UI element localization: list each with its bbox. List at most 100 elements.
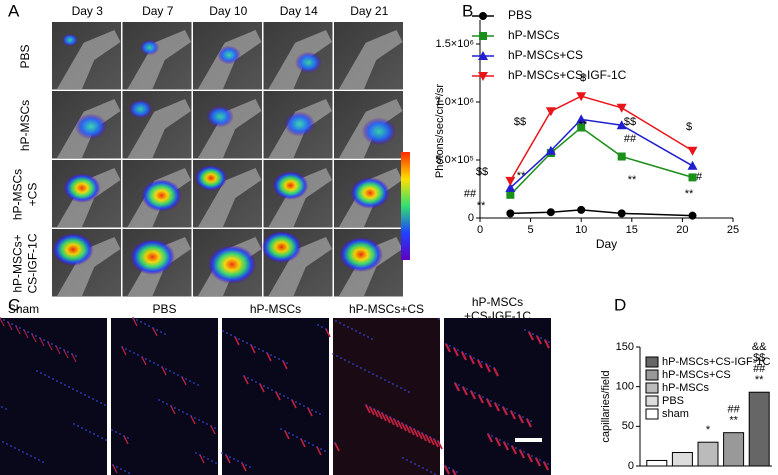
vessel — [275, 391, 281, 401]
nucleus — [340, 357, 342, 359]
annotation: && — [752, 341, 767, 353]
marker — [505, 176, 516, 186]
vessel — [487, 433, 493, 443]
legend-label: PBS — [662, 395, 684, 407]
nucleus — [40, 372, 42, 374]
legend-label: sham — [662, 408, 689, 420]
annotation: ## — [753, 363, 766, 375]
x-tick-label: 5 — [528, 224, 534, 236]
nucleus — [164, 333, 166, 335]
nucleus — [237, 460, 239, 462]
nucleus — [303, 405, 305, 407]
vessel — [243, 375, 249, 385]
signal — [339, 237, 383, 272]
nucleus — [408, 391, 410, 393]
vessel — [401, 422, 407, 432]
annotation: $$ — [753, 352, 765, 364]
annotation: ** — [755, 374, 764, 386]
signal — [206, 105, 234, 128]
nucleus — [406, 459, 408, 461]
nucleus — [35, 335, 37, 337]
vessel — [425, 434, 431, 444]
nucleus — [148, 325, 150, 327]
vessel — [170, 405, 176, 415]
image-cell — [444, 318, 551, 475]
vessel — [389, 416, 395, 426]
limb — [198, 99, 262, 158]
y-tick-label: 100 — [616, 381, 634, 393]
row-label: hP-MSCs — [11, 169, 25, 220]
nucleus — [38, 459, 40, 461]
nucleus — [249, 466, 251, 468]
legend-swatch — [645, 382, 659, 394]
nucleus — [283, 395, 285, 397]
nucleus — [136, 319, 138, 321]
vessel — [31, 333, 37, 343]
signal — [283, 111, 316, 137]
nucleus — [343, 324, 345, 326]
signal — [217, 45, 241, 65]
bar — [697, 441, 719, 467]
vessel — [39, 337, 45, 347]
signal — [52, 233, 94, 266]
vessel — [413, 428, 419, 438]
vessel — [494, 402, 500, 412]
vessel — [493, 367, 499, 377]
vessel — [437, 440, 443, 450]
y-tick-label: 1.0×10⁶ — [436, 96, 474, 108]
nucleus — [169, 370, 171, 372]
vessel — [121, 346, 127, 356]
nucleus — [400, 387, 402, 389]
line — [509, 126, 693, 196]
marker — [577, 123, 586, 132]
y-tick-label: 150 — [616, 341, 634, 353]
nucleus — [75, 355, 77, 357]
vessel — [510, 410, 516, 420]
signal — [128, 99, 153, 119]
nucleus — [34, 457, 36, 459]
nucleus — [10, 445, 12, 447]
nucleus — [158, 399, 160, 401]
vessel — [259, 383, 265, 393]
nucleus — [81, 427, 83, 429]
vessel — [452, 469, 457, 475]
limb — [198, 168, 262, 227]
annotation: # — [696, 171, 703, 183]
vessel — [469, 355, 475, 365]
signal — [139, 39, 160, 56]
nucleus — [332, 353, 334, 355]
annotation: ** — [517, 170, 526, 182]
panel-label: A — [8, 1, 20, 20]
x-tick-label: 10 — [575, 224, 587, 236]
nucleus — [380, 377, 382, 379]
nucleus — [56, 380, 58, 382]
nucleus — [233, 458, 235, 460]
nucleus — [311, 409, 313, 411]
nucleus — [278, 358, 280, 360]
nucleus — [104, 404, 106, 406]
limb — [57, 237, 121, 296]
nucleus — [295, 401, 297, 403]
nucleus — [304, 440, 306, 442]
nucleus — [133, 352, 135, 354]
signal — [261, 231, 302, 263]
nucleus — [111, 429, 113, 431]
nucleus — [76, 390, 78, 392]
nucleus — [548, 341, 550, 343]
vessel — [519, 449, 525, 459]
nucleus — [364, 369, 366, 371]
vessel — [511, 445, 517, 455]
nucleus — [348, 361, 350, 363]
nucleus — [324, 450, 326, 452]
legend-label: hP-MSCs — [508, 28, 559, 42]
annotation: ** — [729, 415, 738, 427]
image-cell — [0, 318, 107, 475]
nucleus — [296, 436, 298, 438]
vessel — [241, 462, 247, 472]
nucleus — [120, 468, 122, 470]
nucleus — [22, 451, 24, 453]
nucleus — [474, 392, 476, 394]
nucleus — [1, 406, 3, 408]
nucleus — [489, 365, 491, 367]
nucleus — [258, 348, 260, 350]
